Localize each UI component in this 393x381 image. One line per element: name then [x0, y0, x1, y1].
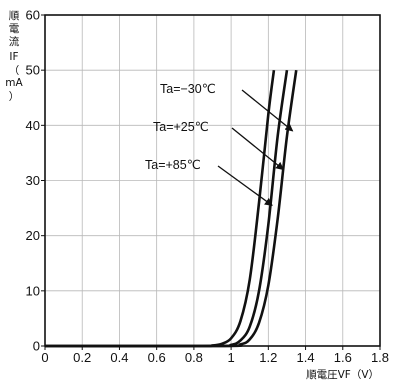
y-axis-title-part: 流: [9, 35, 20, 48]
series-lines: [44, 69, 298, 348]
y-axis-title-part: （: [9, 65, 20, 77]
annotation-label: Ta=−30℃: [160, 82, 216, 96]
series-line-1: [44, 69, 289, 348]
grid: [45, 15, 380, 346]
axis-titles: 順電流 IF （mA ） 順電圧VF（V）: [5, 10, 379, 381]
y-axis-title-part: ）: [9, 91, 20, 103]
y-tick-label: 60: [26, 8, 40, 23]
x-tick-label: 0: [41, 350, 48, 365]
y-axis-title-part: 電: [9, 23, 20, 35]
x-tick-label: 1.2: [259, 350, 277, 365]
annotation-label: Ta=+25℃: [153, 120, 209, 134]
series-line-2: [44, 69, 298, 348]
y-axis-title-part: mA: [5, 77, 23, 89]
y-tick-label: 20: [26, 228, 40, 243]
x-tick-label: 1.6: [334, 350, 352, 365]
x-tick-label: 1.8: [371, 350, 389, 365]
y-axis-title-part: IF: [9, 51, 18, 63]
annotation-arrow: [241, 89, 294, 132]
x-tick-label: 0.2: [73, 350, 91, 365]
y-axis-title-part: 順: [9, 10, 20, 22]
series-line-0: [44, 70, 276, 348]
annotation-label: Ta=+85℃: [145, 158, 201, 172]
x-tick-label: 0.4: [110, 350, 128, 365]
y-tick-label: 50: [26, 63, 40, 78]
axis-ticks: 0 0.2 0.4 0.6 0.8 1 1.2 1.4 1.6 1.8 0 10 20 30 40 50 60: [26, 8, 390, 366]
x-tick-label: 0.6: [148, 350, 166, 365]
annotation-arrow: [217, 165, 273, 206]
y-tick-label: 10: [26, 283, 40, 298]
x-tick-label: 0.8: [185, 350, 203, 365]
annotation-arrow: [231, 127, 284, 171]
y-tick-label: 30: [26, 173, 40, 188]
x-tick-label: 1.4: [297, 350, 315, 365]
y-tick-label: 0: [33, 339, 40, 354]
x-tick-label: 1: [227, 350, 234, 365]
annotations: Ta=−30℃ Ta=+25℃ Ta=+85℃: [145, 82, 294, 206]
x-axis-title: 順電圧VF（V）: [306, 369, 379, 381]
y-tick-label: 40: [26, 118, 40, 133]
